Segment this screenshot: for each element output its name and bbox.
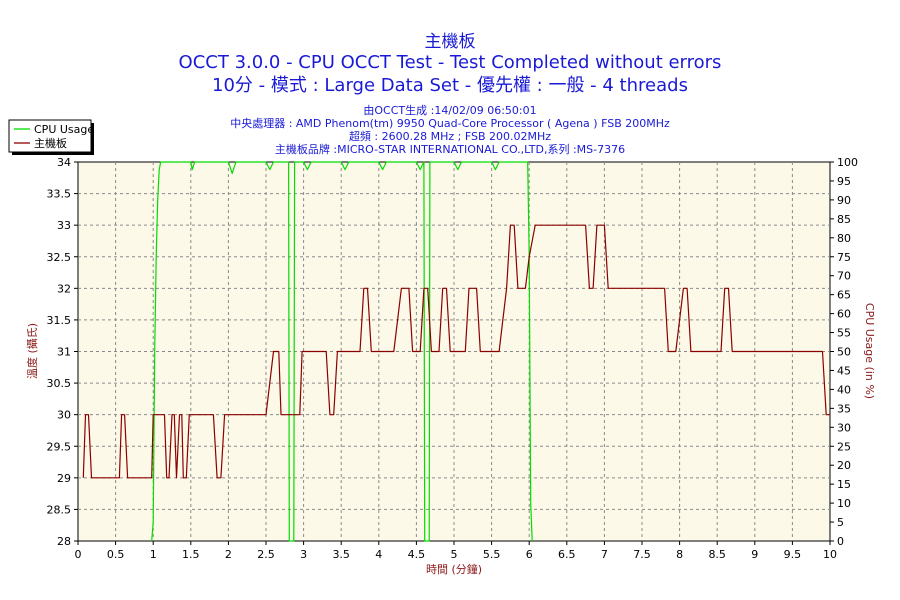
- y-right-tick-label: 100: [837, 156, 858, 169]
- y-right-tick-label: 20: [837, 459, 851, 472]
- series-layer: [82, 161, 830, 542]
- y-right-tick-label: 0: [837, 535, 844, 548]
- x-axis-ticks: 0 0.5 1 1.5 2 2.5 3 3.5 4 4.5 5 5.5 6 6.5 7 7.5 8 8.5 9 9.5…: [75, 541, 837, 561]
- y-right-tick-label: 80: [837, 232, 851, 245]
- y-axis-right-label: CPU Usage (in %): [863, 303, 876, 399]
- x-tick-label: 9: [751, 548, 758, 561]
- y-axis-left-ticks: 28 28.5 29 29.5 30 30.5 31 31.5 32 32.5 33 33.5 34: [47, 156, 78, 548]
- y-left-tick-label: 33: [57, 219, 71, 232]
- y-right-tick-label: 45: [837, 364, 851, 377]
- legend-cpu-label: CPU Usage: [34, 123, 94, 136]
- y-right-tick-label: 55: [837, 327, 851, 340]
- chart-info-generated: 由OCCT生成 :14/02/09 06:50:01: [363, 103, 536, 117]
- x-tick-label: 7: [601, 548, 608, 561]
- chart-info-cpu: 中央處理器 : AMD Phenom(tm) 9950 Quad-Core Pr…: [230, 116, 670, 130]
- x-tick-label: 3.5: [332, 548, 350, 561]
- y-left-tick-label: 32: [57, 282, 71, 295]
- legend-temp-label: 主機板: [34, 136, 67, 150]
- x-tick-label: 5.5: [483, 548, 501, 561]
- y-left-tick-label: 29.5: [47, 440, 72, 453]
- y-left-tick-label: 31: [57, 346, 71, 359]
- x-tick-label: 8: [676, 548, 683, 561]
- y-right-tick-label: 25: [837, 440, 851, 453]
- legend-box: [8, 119, 92, 153]
- y-left-tick-label: 32.5: [47, 251, 72, 264]
- x-tick-label: 4.5: [408, 548, 426, 561]
- x-tick-label: 4: [375, 548, 382, 561]
- y-left-tick-label: 28: [57, 535, 71, 548]
- y-right-tick-label: 50: [837, 346, 851, 359]
- y-axis-right-ticks: 0 5 10 15 20 25 30 35 40 45 50 55 60 65 70 75 80 85 90 95 10…: [830, 156, 858, 548]
- x-tick-label: 3: [300, 548, 307, 561]
- y-left-tick-label: 33.5: [47, 188, 72, 201]
- x-tick-label: 9.5: [784, 548, 802, 561]
- y-right-tick-label: 40: [837, 383, 851, 396]
- x-tick-label: 6: [526, 548, 533, 561]
- chart-main-title: 主機板: [425, 32, 476, 52]
- y-right-tick-label: 90: [837, 194, 851, 207]
- y-right-tick-label: 30: [837, 421, 851, 434]
- y-left-tick-label: 31.5: [47, 314, 72, 327]
- chart-title-line2: 10分 - 模式 : Large Data Set - 優先權 : 一般 - 4…: [212, 75, 688, 96]
- x-tick-label: 2: [225, 548, 232, 561]
- y-right-tick-label: 65: [837, 289, 851, 302]
- x-tick-label: 0.5: [107, 548, 125, 561]
- chart-info-board: 主機板品牌 :MICRO-STAR INTERNATIONAL CO.,LTD,…: [275, 142, 625, 156]
- y-left-tick-label: 34: [57, 156, 71, 169]
- y-axis-left-label: 溫度 (攝氏): [25, 323, 39, 379]
- y-right-tick-label: 75: [837, 251, 851, 264]
- y-right-tick-label: 70: [837, 270, 851, 283]
- series-line-motherboard-temp: [82, 224, 830, 479]
- x-tick-label: 1: [150, 548, 157, 561]
- chart-info-clock: 超頻 : 2600.28 MHz ; FSB 200.02MHz: [349, 129, 551, 143]
- x-tick-label: 7.5: [633, 548, 651, 561]
- y-right-tick-label: 15: [837, 478, 851, 491]
- legend: CPU Usage 主機板: [8, 119, 94, 155]
- x-tick-label: 2.5: [257, 548, 275, 561]
- x-tick-label: 5: [451, 548, 458, 561]
- x-axis-label: 時間 (分鐘): [426, 562, 482, 576]
- y-right-tick-label: 10: [837, 497, 851, 510]
- y-right-tick-label: 95: [837, 175, 851, 188]
- series-line-cpu-usage: [151, 161, 533, 542]
- y-right-tick-label: 5: [837, 516, 844, 529]
- x-tick-label: 10: [823, 548, 837, 561]
- x-tick-label: 8.5: [708, 548, 726, 561]
- y-right-tick-label: 60: [837, 308, 851, 321]
- x-tick-label: 1.5: [182, 548, 200, 561]
- y-left-tick-label: 30: [57, 409, 71, 422]
- y-left-tick-label: 30.5: [47, 377, 72, 390]
- chart-title-line1: OCCT 3.0.0 - CPU OCCT Test - Test Comple…: [179, 52, 722, 73]
- y-left-tick-label: 28.5: [47, 503, 72, 516]
- y-right-tick-label: 35: [837, 402, 851, 415]
- y-right-tick-label: 85: [837, 213, 851, 226]
- x-tick-label: 6.5: [558, 548, 576, 561]
- y-left-tick-label: 29: [57, 472, 71, 485]
- x-tick-label: 0: [75, 548, 82, 561]
